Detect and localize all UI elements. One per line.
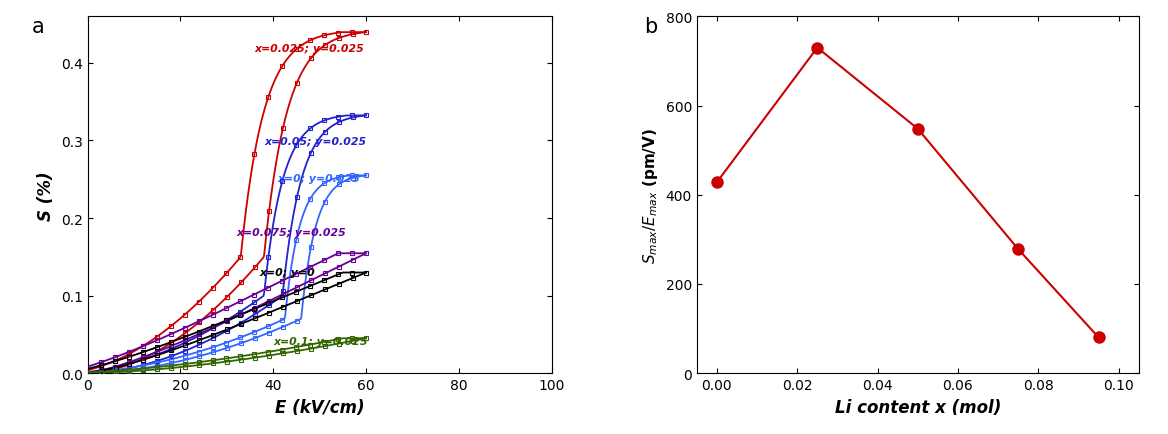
X-axis label: E (kV/cm): E (kV/cm) bbox=[274, 398, 364, 416]
X-axis label: Li content x (mol): Li content x (mol) bbox=[835, 398, 1001, 416]
Text: x=0.025; y=0.025: x=0.025; y=0.025 bbox=[255, 44, 364, 54]
Text: x=0.05; y=0.025: x=0.05; y=0.025 bbox=[264, 137, 366, 147]
Text: a: a bbox=[32, 17, 44, 37]
Y-axis label: S (%): S (%) bbox=[37, 171, 55, 220]
Text: x=0; y=0: x=0; y=0 bbox=[259, 267, 315, 277]
Y-axis label: $S_{max}/E_{max}$ (pm/V): $S_{max}/E_{max}$ (pm/V) bbox=[641, 128, 660, 263]
Text: b: b bbox=[644, 17, 656, 37]
Text: x=0.1; y=0.025: x=0.1; y=0.025 bbox=[273, 336, 368, 346]
Text: x=0.075; y=0.025: x=0.075; y=0.025 bbox=[236, 227, 346, 237]
Text: x=0; y=0.025: x=0; y=0.025 bbox=[278, 174, 361, 184]
